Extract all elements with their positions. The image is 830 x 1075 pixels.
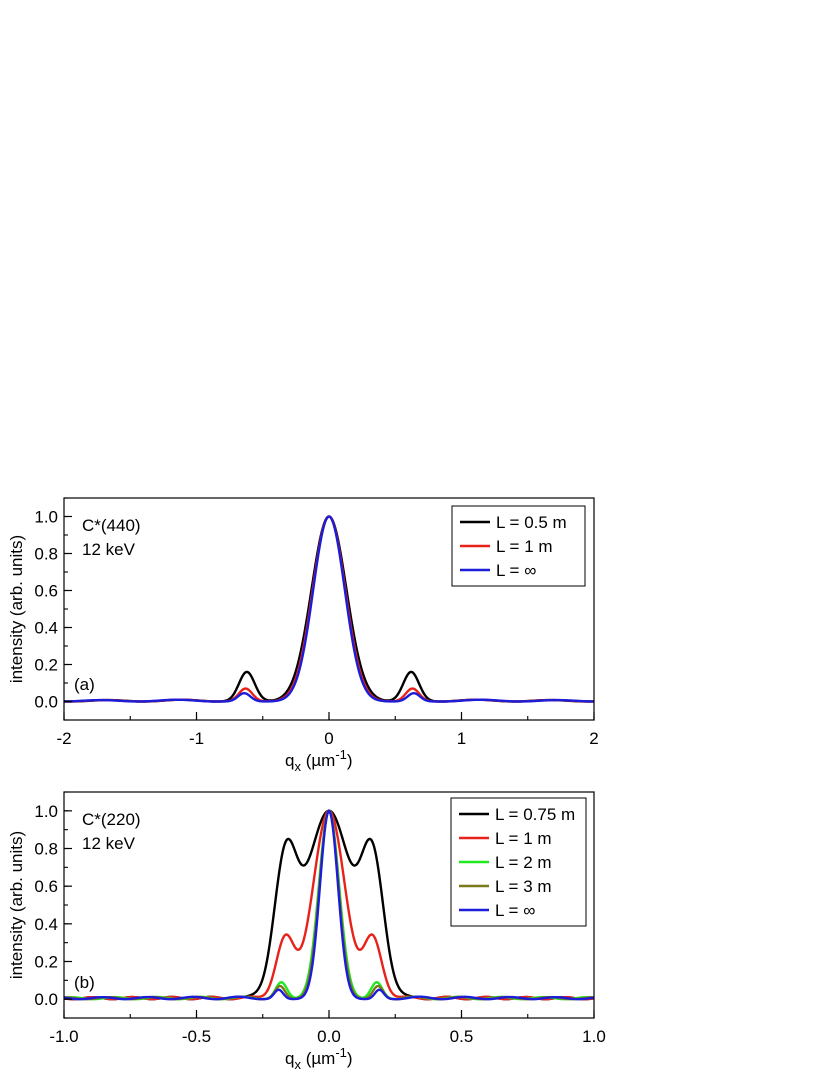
legend-label: L = 0.5 m [496, 513, 567, 532]
x-ticks-b: -1.0 -0.5 0.0 0.5 1.0 [49, 1010, 606, 1046]
x-tick-label: -0.5 [182, 1027, 211, 1046]
x-axis-title-sup: -1 [335, 1045, 347, 1060]
y-tick-label: 1.0 [34, 508, 58, 527]
y-ticks-a: 0.0 0.2 0.4 0.6 0.8 1.0 [34, 497, 72, 721]
x-ticks-a: -2 -1 0 1 2 [56, 712, 599, 748]
x-tick-label: 1.0 [582, 1027, 606, 1046]
series-line-2 [64, 515, 594, 703]
x-tick-label: 2 [589, 729, 598, 748]
x-tick-label: -2 [56, 729, 71, 748]
x-axis-title-sup: -1 [335, 747, 347, 762]
y-tick-label: 0.4 [34, 619, 58, 638]
legend-label: L = ∞ [496, 561, 536, 580]
x-axis-title-close: ) [347, 751, 353, 770]
legend-label: L = 1 m [496, 537, 553, 556]
x-axis-title-close: ) [347, 1049, 353, 1068]
x-axis-title-units: (µm [301, 751, 335, 770]
y-tick-label: 0.2 [34, 656, 58, 675]
y-tick-label: 0.4 [34, 915, 58, 934]
y-ticks-b: 0.0 0.2 0.4 0.6 0.8 1.0 [34, 791, 72, 1019]
x-axis-title: qx (µm-1) [285, 747, 353, 774]
y-tick-label: 0.0 [34, 693, 58, 712]
x-tick-label: 0.5 [450, 1027, 474, 1046]
x-tick-label: -1 [189, 729, 204, 748]
x-axis-title-sub: x [294, 1057, 301, 1072]
y-tick-label: 1.0 [34, 802, 58, 821]
x-axis-title: qx (µm-1) [285, 1045, 353, 1072]
annotation-line-2: 12 keV [82, 834, 136, 853]
y-axis-title: intensity (arb. units) [7, 535, 26, 683]
y-tick-label: 0.0 [34, 990, 58, 1009]
y-axis-title: intensity (arb. units) [7, 831, 26, 979]
series-line-4 [64, 809, 594, 1001]
chart-panel-b: -1.0 -0.5 0.0 0.5 1.0 0.0 0.2 0.4 0.6 0.8 1.0 C*(… [7, 791, 606, 1072]
y-tick-label: 0.6 [34, 877, 58, 896]
y-tick-label: 0.2 [34, 953, 58, 972]
x-tick-label: 0 [324, 729, 333, 748]
panel-label: (a) [74, 675, 95, 694]
legend-b: L = 0.75 m L = 1 m L = 2 m L = 3 m L = ∞ [450, 797, 587, 927]
legend-label: L = 0.75 m [495, 805, 575, 824]
y-tick-label: 0.6 [34, 582, 58, 601]
x-axis-title-sub: x [294, 759, 301, 774]
x-tick-label: -1.0 [49, 1027, 78, 1046]
legend-label: L = 1 m [495, 829, 552, 848]
annotation-line-2: 12 keV [82, 540, 136, 559]
annotation-line-1: C*(440) [82, 516, 141, 535]
curves-a [64, 515, 594, 703]
legend-label: L = ∞ [495, 901, 535, 920]
legend-label: L = 2 m [495, 853, 552, 872]
chart-panel-a: -2 -1 0 1 2 0.00.20.40.60.81.0 C*(440) 12 ke… [7, 497, 599, 774]
annotation-line-1: C*(220) [82, 810, 141, 829]
x-axis-title-main: q [285, 751, 294, 770]
y-tick-label: 0.8 [34, 840, 58, 859]
x-tick-label: 1 [457, 729, 466, 748]
y-tick-label: 0.8 [34, 545, 58, 564]
x-axis-title-units: (µm [301, 1049, 335, 1068]
legend-label: L = 3 m [495, 877, 552, 896]
x-axis-title-main: q [285, 1049, 294, 1068]
curves-b [64, 809, 594, 1001]
panel-label: (b) [74, 973, 95, 992]
legend-a: L = 0.5 m L = 1 m L = ∞ [451, 505, 586, 587]
x-tick-label: 0.0 [317, 1027, 341, 1046]
